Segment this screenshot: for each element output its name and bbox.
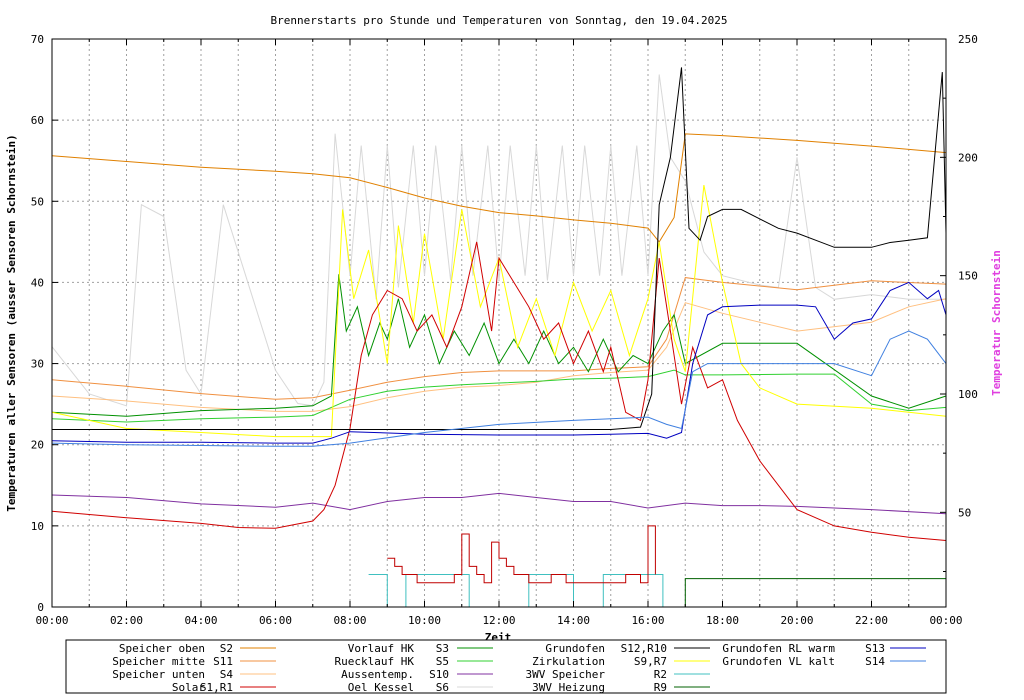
legend-code: S11 (213, 655, 233, 668)
legend-code: S2 (220, 642, 233, 655)
legend-label: Oel Kessel (348, 681, 414, 694)
series-zirkulation-line (51, 185, 947, 438)
legend-item: Speicher unten S4 (112, 668, 276, 681)
legend-item: Grundofen S12,R10 (545, 642, 710, 655)
legend-label: Grundofen (545, 642, 605, 655)
legend-code: S5 (436, 655, 449, 668)
x-tick-label: 16:00 (631, 614, 664, 627)
legend-code: S6 (436, 681, 449, 694)
x-tick-label: 18:00 (706, 614, 739, 627)
x-tick-label: 20:00 (780, 614, 813, 627)
legend-label: Grundofen RL warm (722, 642, 835, 655)
y-tick-label: 30 (31, 358, 44, 371)
y-tick-label: 70 (31, 33, 44, 46)
legend-label: 3WV Speicher (526, 668, 606, 681)
legend-code: S10 (429, 668, 449, 681)
y2-tick-label: 250 (958, 33, 978, 46)
legend-label: Zirkulation (532, 655, 605, 668)
x-tick-label: 08:00 (333, 614, 366, 627)
legend-label: Aussentemp. (341, 668, 414, 681)
x-tick-label: 04:00 (184, 614, 217, 627)
x-tick-label: 00:00 (35, 614, 68, 627)
legend-item: Grundofen VL kalt S14 (722, 655, 926, 668)
legend-label: Speicher unten (112, 668, 205, 681)
legend-code: R9 (654, 681, 667, 694)
y2-tick-label: 100 (958, 388, 978, 401)
series-vorlauf-hk-line (51, 274, 947, 417)
legend-label: Grundofen VL kalt (722, 655, 835, 668)
legend-item: Vorlauf HK S3 (348, 642, 493, 655)
series-speicher-oben-line (51, 133, 947, 243)
legend-code: S9,R7 (634, 655, 667, 668)
legend-item: Ruecklauf HK S5 (335, 655, 493, 668)
legend-item: Oel Kessel S6 (348, 681, 493, 694)
legend-code: R2 (654, 668, 667, 681)
legend-item: 3WV Heizung R9 (532, 681, 710, 694)
x-tick-label: 06:00 (259, 614, 292, 627)
y-tick-label: 0 (37, 601, 44, 614)
series-ruecklauf-hk-line (51, 369, 947, 423)
series-speicher-unten-line (51, 298, 947, 412)
legend-code: S3 (436, 642, 449, 655)
x-tick-label: 22:00 (855, 614, 888, 627)
y2-tick-label: 200 (958, 151, 978, 164)
legend-item: Speicher oben S2 (119, 642, 276, 655)
y-tick-label: 50 (31, 195, 44, 208)
legend-code: S14 (865, 655, 885, 668)
legend-box (65, 639, 947, 694)
series-brennerstarts-line (387, 525, 656, 584)
y-tick-label: 10 (31, 520, 44, 533)
x-tick-label: 02:00 (110, 614, 143, 627)
legend-label: 3WV Heizung (532, 681, 605, 694)
series-grundofen-vl-kalt-line (51, 330, 947, 447)
legend-label: Speicher mitte (112, 655, 205, 668)
series-solar-line (51, 241, 947, 541)
legend-label: Ruecklauf HK (335, 655, 415, 668)
legend-item: 3WV Speicher R2 (526, 668, 710, 681)
legend-item: Zirkulation S9,R7 (532, 655, 710, 668)
series-oel-kessel-line (51, 74, 946, 407)
legend-code: S4 (220, 668, 234, 681)
series-speicher-mitte-line (51, 277, 947, 400)
y-tick-label: 20 (31, 439, 44, 452)
x-tick-label: 12:00 (482, 614, 515, 627)
x-tick-label: 14:00 (557, 614, 590, 627)
y2-tick-label: 50 (958, 506, 971, 519)
series-grundofen-line (52, 67, 947, 430)
legend-item: Speicher mitte S11 (112, 655, 276, 668)
legend-label: Speicher oben (119, 642, 205, 655)
y-axis-label: Temperaturen aller Sensoren (ausser Sens… (5, 134, 18, 512)
legend-item: Grundofen RL warm S13 (722, 642, 926, 655)
legend-code: S1,R1 (200, 681, 233, 694)
y-tick-label: 40 (31, 276, 44, 289)
y-tick-label: 60 (31, 114, 44, 127)
legend-code: S13 (865, 642, 885, 655)
chart-title: Brennerstarts pro Stunde und Temperature… (271, 14, 728, 27)
legend-item: Aussentemp. S10 (341, 668, 493, 681)
x-tick-label: 00:00 (929, 614, 962, 627)
legend-label: Solar (172, 681, 205, 694)
x-tick-label: 10:00 (408, 614, 441, 627)
series-aussentemp-line (51, 492, 947, 515)
legend-code: S12,R10 (621, 642, 667, 655)
y2-axis-label: Temperatur Schornstein (990, 250, 1003, 396)
legend-label: Vorlauf HK (348, 642, 415, 655)
series-layer (51, 67, 947, 608)
axes: 00:00 02:00 04:00 06:00 08:00 10:00 12:00 14:00… (31, 33, 978, 627)
y2-tick-label: 150 (958, 270, 978, 283)
